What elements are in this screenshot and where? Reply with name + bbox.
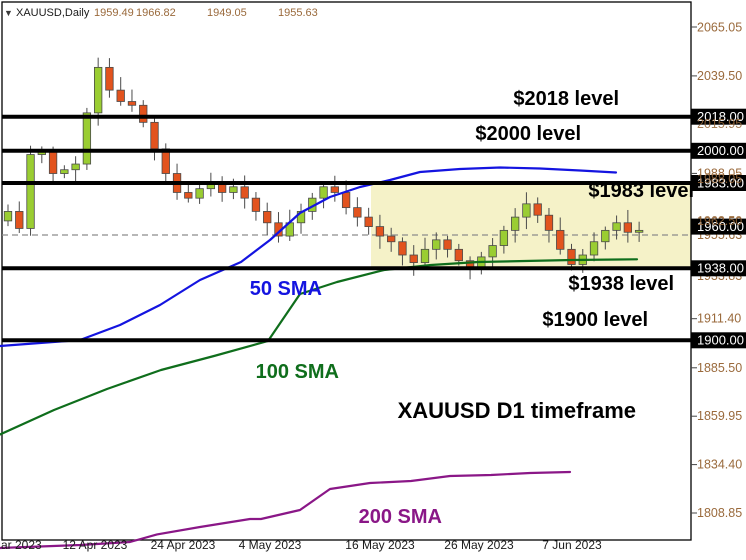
svg-text:1949.05: 1949.05 [207,7,247,19]
svg-text:$1900 level: $1900 level [542,309,648,331]
svg-text:4 May 2023: 4 May 2023 [239,538,302,552]
svg-text:1808.85: 1808.85 [697,506,742,520]
svg-text:2000.00: 2000.00 [697,143,744,158]
svg-text:1955.63: 1955.63 [278,7,318,19]
svg-text:1859.95: 1859.95 [697,409,742,423]
svg-text:1988.05: 1988.05 [697,172,742,186]
svg-text:$1938 level: $1938 level [568,273,674,295]
svg-text:$2018 level: $2018 level [513,88,619,110]
svg-text:26 May 2023: 26 May 2023 [444,538,514,552]
svg-text:7 Jun 2023: 7 Jun 2023 [542,538,602,552]
svg-text:1966.82: 1966.82 [136,7,176,19]
svg-text:$1983 level: $1983 level [588,180,694,202]
svg-text:1959.49: 1959.49 [94,7,134,19]
svg-text:1938.00: 1938.00 [697,261,744,276]
svg-text:30 Mar 2023: 30 Mar 2023 [0,538,42,552]
svg-text:2039.50: 2039.50 [697,69,742,83]
svg-text:2065.05: 2065.05 [697,21,742,35]
svg-text:▼: ▼ [4,8,13,18]
svg-text:1911.40: 1911.40 [697,312,741,326]
svg-text:16 May 2023: 16 May 2023 [345,538,415,552]
svg-text:XAUUSD D1 timeframe: XAUUSD D1 timeframe [398,398,636,423]
svg-text:1834.40: 1834.40 [697,458,742,472]
svg-text:100 SMA: 100 SMA [256,361,339,383]
svg-text:2015.95: 2015.95 [697,117,742,131]
svg-text:12 Apr 2023: 12 Apr 2023 [63,538,128,552]
svg-text:$2000 level: $2000 level [475,123,581,145]
svg-text:1900.00: 1900.00 [697,333,744,348]
svg-text:1885.50: 1885.50 [697,361,742,375]
svg-text:50 SMA: 50 SMA [250,278,322,300]
svg-text:200 SMA: 200 SMA [359,506,442,528]
svg-text:24 Apr 2023: 24 Apr 2023 [151,538,216,552]
svg-text:XAUUSD,Daily: XAUUSD,Daily [16,7,90,19]
svg-text:1962.50: 1962.50 [697,214,742,228]
